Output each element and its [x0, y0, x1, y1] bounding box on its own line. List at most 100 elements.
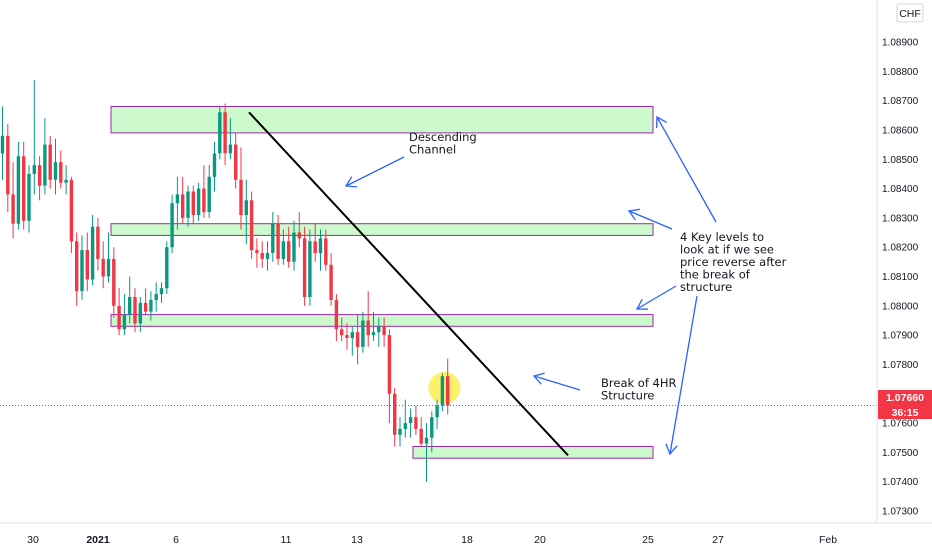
annotation-key-levels-line: 4 Key levels to	[680, 230, 764, 244]
annotation-key-levels-line: structure	[680, 280, 732, 294]
price-tick-label: 1.08300	[882, 213, 919, 224]
candle-body	[106, 258, 111, 277]
candle-body	[334, 299, 339, 330]
candle-body	[48, 144, 52, 180]
candle-body	[297, 232, 301, 239]
time-tick-label: 2021	[86, 534, 110, 546]
candle-body	[249, 200, 254, 251]
candle-body	[308, 241, 312, 297]
price-tick-label: 1.08400	[882, 184, 919, 195]
candle-body	[149, 299, 153, 312]
key-level-zones	[0, 106, 877, 459]
currency-button[interactable]: CHF	[896, 3, 924, 23]
candle-body	[212, 153, 217, 177]
candle-body	[265, 253, 270, 259]
candle-body	[75, 241, 79, 292]
candle-body	[128, 297, 132, 315]
candle-body	[159, 288, 164, 295]
key-level-zone	[110, 314, 654, 327]
arrow-to-channel	[344, 156, 405, 188]
time-tick-label: 25	[642, 534, 654, 546]
price-tick-label: 1.08900	[882, 38, 919, 49]
price-tick-label: 1.08600	[882, 125, 919, 136]
candle-body	[382, 326, 386, 336]
price-tick-label: 1.07800	[882, 360, 919, 371]
candle-body	[371, 332, 376, 336]
candle-body	[302, 238, 307, 297]
candle-body	[6, 135, 10, 195]
annotation-descending-line: Descending	[409, 130, 477, 144]
key-level-zone	[412, 446, 654, 459]
time-tick-label: 30	[27, 534, 39, 546]
candle-body	[69, 179, 74, 242]
candle-body	[408, 417, 413, 424]
candle-body	[138, 302, 142, 324]
candle-body	[228, 144, 233, 154]
candle-body	[64, 179, 68, 183]
price-tick-label: 1.08800	[882, 67, 919, 78]
candle-body	[276, 223, 280, 259]
candle-body	[133, 297, 137, 324]
candle-body	[345, 335, 349, 338]
candle-body	[361, 320, 365, 347]
candle-body	[143, 302, 148, 312]
candle-body	[419, 428, 423, 444]
candle-body	[53, 162, 58, 180]
candle-body	[292, 232, 296, 262]
candle-body	[27, 173, 31, 221]
annotation-key-levels-line: the break of	[680, 268, 751, 282]
price-tick-label: 1.08000	[882, 301, 919, 312]
annotation-break-line: Structure	[601, 389, 655, 403]
candle-body	[175, 194, 180, 204]
price-tick-label: 1.07500	[882, 448, 919, 459]
break-highlight	[428, 371, 461, 404]
price-axis[interactable]: 1.073001.074001.075001.076001.077001.078…	[882, 38, 919, 518]
price-tick-label: 1.07900	[882, 331, 919, 342]
price-tick-label: 1.07300	[882, 507, 919, 518]
candle-body	[207, 176, 211, 212]
arrow-to-zone-2	[627, 208, 673, 230]
time-tick-label: 6	[173, 534, 179, 546]
time-tick-label: 27	[712, 534, 724, 546]
annotation-break-line: Break of 4HR	[601, 376, 677, 390]
key-level-zone	[110, 223, 654, 236]
candle-body	[16, 156, 21, 224]
candle-body	[424, 437, 429, 444]
candle-body	[43, 144, 47, 186]
candle-body	[186, 191, 190, 218]
time-tick-label: 13	[351, 534, 363, 546]
arrow-to-zone-4	[665, 295, 698, 456]
annotation-key-levels-line: price reverse after	[680, 255, 787, 269]
drawing-lines	[248, 111, 717, 456]
countdown-label: 36:15	[892, 407, 919, 419]
candle-body	[244, 200, 248, 215]
annotation-descending-line: Channel	[409, 143, 456, 157]
key-level-zone	[110, 106, 654, 134]
candle-body	[202, 188, 206, 213]
last-price-label: 1.07660	[886, 392, 924, 404]
candle-body	[435, 405, 439, 418]
price-tick-label: 1.07600	[882, 419, 919, 430]
time-axis[interactable]: 30 2021 6 11 13 18 20 25 27 Feb	[27, 534, 837, 546]
currency-label: CHF	[899, 8, 921, 20]
candle-body	[112, 258, 116, 306]
countdown-badge	[878, 405, 932, 419]
price-tick-label: 1.08200	[882, 243, 919, 254]
time-tick-label: 18	[461, 534, 473, 546]
candle-body	[234, 144, 238, 180]
candle-body	[281, 241, 286, 259]
candle-body	[37, 165, 42, 186]
candle-body	[313, 241, 317, 253]
candle-body	[340, 329, 344, 336]
candle-body	[260, 253, 264, 259]
candle-body	[59, 162, 63, 183]
candle-body	[117, 305, 121, 330]
candle-body	[440, 376, 445, 406]
price-tick-label: 1.07400	[882, 477, 919, 488]
candle-body	[80, 250, 84, 292]
candle-body	[430, 417, 434, 438]
candles	[0, 80, 450, 482]
